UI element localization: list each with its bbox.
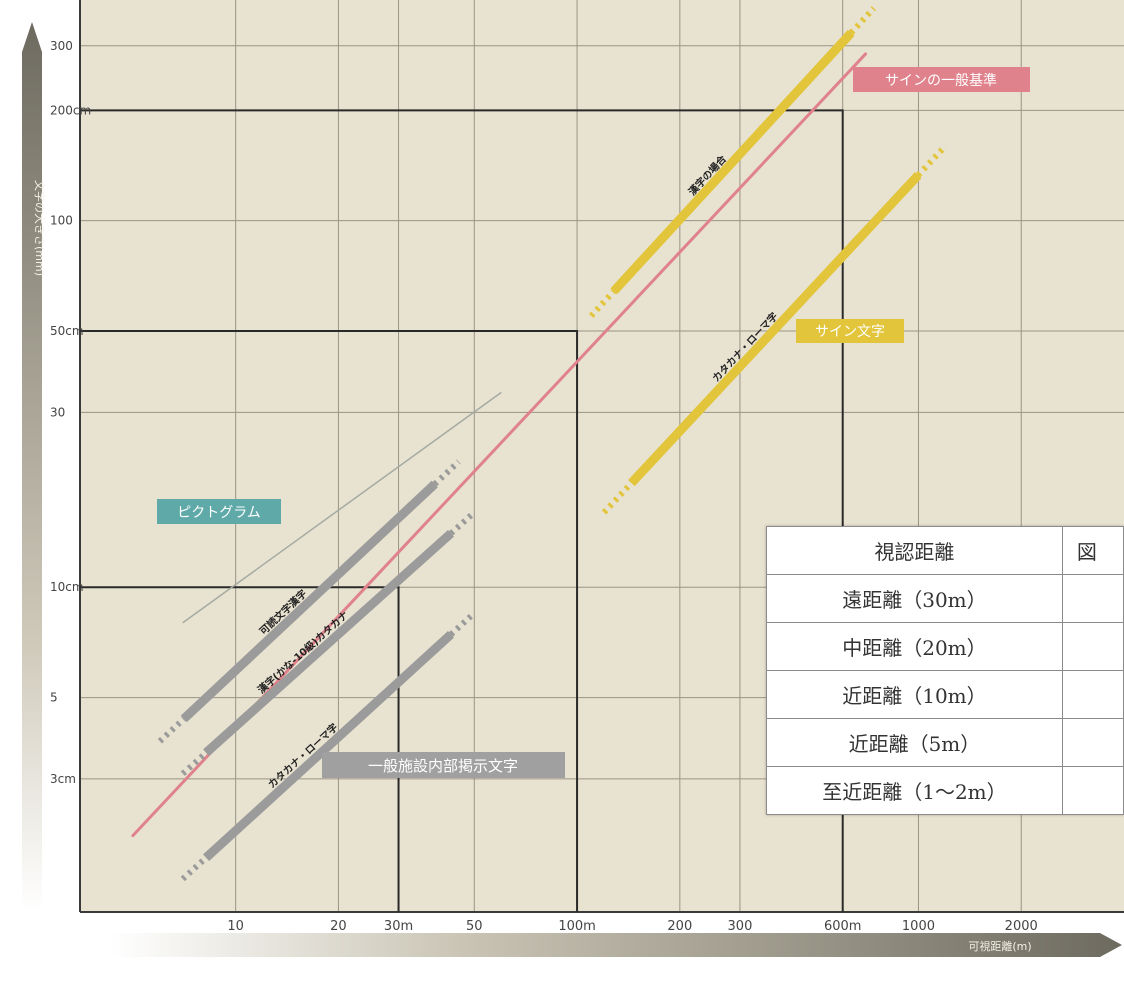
y-tick-label: 200cm — [50, 103, 91, 117]
series-dots — [848, 6, 877, 35]
series-dots — [432, 459, 461, 487]
table-cell-empty — [1061, 670, 1124, 719]
x-tick-label: 10 — [227, 919, 244, 934]
table-cell-distance: 中距離（20m） — [766, 622, 1063, 671]
table-cell-empty — [1061, 718, 1124, 767]
reference-box — [80, 330, 579, 912]
table-cell-empty — [1061, 766, 1124, 815]
table-cell-empty — [1061, 574, 1124, 623]
series-band — [628, 172, 922, 487]
x-tick-label: 1000 — [902, 919, 935, 934]
series-dots — [588, 289, 617, 318]
y-tick-labels: 300 200cm 100 50cm 30 10cm 5 3cm — [50, 39, 91, 786]
y-tick-label: 3cm — [50, 772, 76, 786]
table-row: 中距離（20m） — [766, 622, 1124, 671]
y-tick-label: 100 — [50, 214, 73, 228]
x-tick-label: 50 — [466, 919, 483, 934]
series-dots — [448, 610, 477, 637]
series-dots — [180, 855, 209, 882]
y-tick-label: 30 — [50, 405, 65, 419]
x-tick-label: 20 — [330, 919, 347, 934]
viewing-distance-table: 視認距離 図 遠距離（30m） 中距離（20m） 近距離（10m） 近距離（5m… — [766, 526, 1124, 815]
annotation-general-text-text: 一般施設内部掲示文字 — [368, 757, 518, 775]
series-band — [610, 29, 855, 295]
annotation-sign-standard: サインの一般基準 — [853, 67, 1030, 92]
annotation-general-text: 一般施設内部掲示文字 — [322, 752, 565, 778]
annotation-sign-text: サイン文字 — [796, 319, 904, 343]
table-row: 近距離（10m） — [766, 670, 1124, 719]
y-tick-label: 300 — [50, 39, 73, 53]
y-tick-label: 50cm — [50, 324, 84, 338]
annotation-sign-standard-text: サインの一般基準 — [885, 72, 997, 89]
table-header-distance: 視認距離 — [766, 526, 1063, 575]
y-tick-label: 10cm — [50, 580, 84, 594]
series-dots — [180, 750, 209, 776]
y-axis-arrow — [22, 22, 42, 912]
table-header-row: 視認距離 図 — [766, 526, 1124, 575]
table-row: 遠距離（30m） — [766, 574, 1124, 623]
series-band — [180, 480, 438, 723]
x-tick-label: 300 — [728, 919, 753, 934]
table-row: 至近距離（1〜2m） — [766, 766, 1124, 815]
series-thin — [182, 391, 502, 624]
y-tick-label: 5 — [50, 691, 58, 705]
series-dots — [601, 481, 634, 515]
series-band — [203, 529, 454, 757]
x-tick-label: 200 — [667, 919, 692, 934]
y-axis-label: 文字の大きさ(mm) — [33, 180, 47, 276]
annotation-pictogram: ピクトグラム — [157, 499, 281, 524]
x-tick-label: 2000 — [1005, 919, 1038, 934]
table-cell-distance: 遠距離（30m） — [766, 574, 1063, 623]
series-dots — [448, 510, 477, 536]
table-cell-distance: 近距離（10m） — [766, 670, 1063, 719]
table-header-figure: 図 — [1061, 526, 1124, 575]
annotation-pictogram-text: ピクトグラム — [177, 505, 261, 521]
series-dots — [915, 143, 948, 178]
x-tick-label: 100m — [558, 919, 595, 934]
series-band — [203, 631, 454, 862]
table-cell-distance: 至近距離（1〜2m） — [766, 766, 1063, 815]
x-tick-label: 30m — [384, 919, 413, 934]
annotation-sign-text-text: サイン文字 — [815, 324, 885, 340]
series-line — [182, 391, 502, 624]
x-axis-arrow — [110, 933, 1122, 957]
reference-box — [80, 586, 400, 912]
table-cell-empty — [1061, 622, 1124, 671]
table-cell-distance: 近距離（5m） — [766, 718, 1063, 767]
x-axis-label: 可視距離(m) — [968, 939, 1031, 953]
x-tick-label: 600m — [824, 919, 861, 934]
x-tick-labels: 10 20 30m 50 100m 200 300 600m 1000 2000 — [227, 919, 1037, 934]
table-row: 近距離（5m） — [766, 718, 1124, 767]
series-dots — [157, 716, 186, 744]
